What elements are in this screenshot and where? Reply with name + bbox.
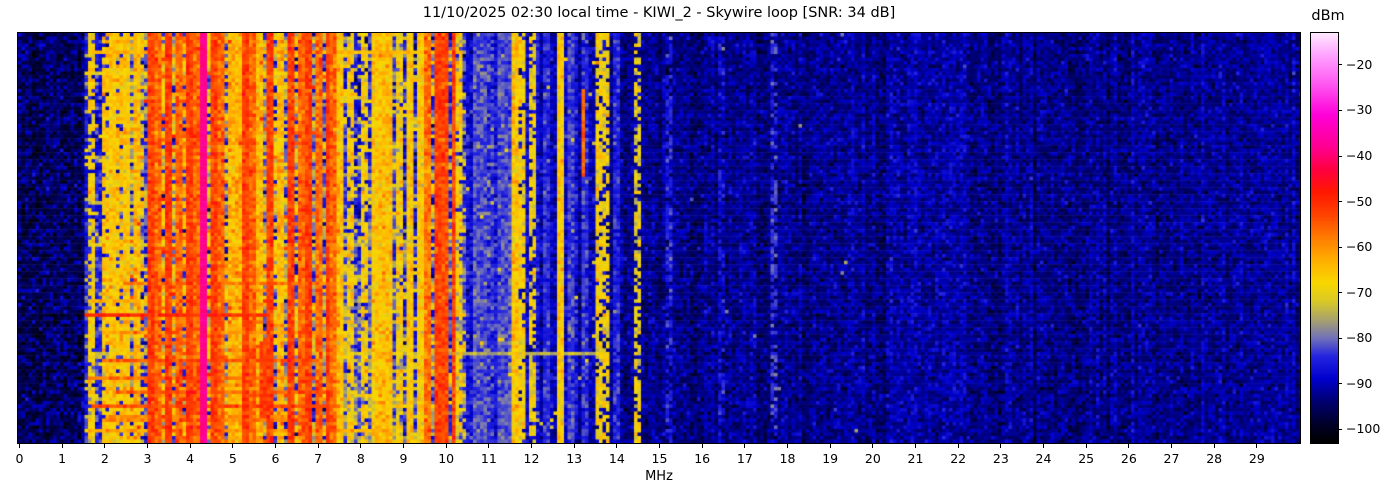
x-tick <box>275 444 276 448</box>
x-tick <box>189 444 191 448</box>
x-tick <box>104 444 106 448</box>
x-tick-label: 28 <box>1206 451 1223 466</box>
x-tick <box>61 444 63 448</box>
colorbar <box>1310 32 1339 444</box>
x-tick-label: 19 <box>822 451 839 466</box>
x-tick <box>1171 444 1172 448</box>
x-tick-label: 10 <box>438 451 455 466</box>
x-tick <box>659 444 660 448</box>
x-tick-label: 21 <box>907 451 924 466</box>
x-tick <box>317 444 319 448</box>
x-tick-label: 5 <box>228 451 237 466</box>
x-tick <box>531 444 532 448</box>
colorbar-tick <box>1338 64 1342 66</box>
colorbar-tick <box>1338 337 1342 339</box>
x-tick-label: 1 <box>58 451 67 466</box>
x-tick-label: 0 <box>15 451 24 466</box>
colorbar-tick-label: −90 <box>1346 375 1373 391</box>
x-tick <box>488 444 490 448</box>
x-tick <box>19 444 20 448</box>
colorbar-tick-label: −70 <box>1346 284 1373 300</box>
colorbar-tick <box>1338 109 1342 111</box>
x-tick-label: 20 <box>864 451 881 466</box>
x-tick-label: 25 <box>1078 451 1095 466</box>
colorbar-tick <box>1338 428 1342 430</box>
x-tick-label: 15 <box>651 451 668 466</box>
colorbar-canvas <box>1311 33 1338 443</box>
x-tick <box>915 444 916 448</box>
colorbar-tick-label: −50 <box>1346 193 1373 209</box>
x-axis-label: MHz <box>645 469 673 484</box>
x-tick <box>1213 444 1215 448</box>
x-tick <box>403 444 404 448</box>
colorbar-tick-label: −40 <box>1346 148 1373 164</box>
x-tick <box>573 444 575 448</box>
x-tick <box>872 444 874 448</box>
x-tick-label: 27 <box>1163 451 1180 466</box>
colorbar-tick-label: −60 <box>1346 239 1373 255</box>
x-tick <box>744 444 746 448</box>
x-tick-label: 24 <box>1035 451 1052 466</box>
x-tick-label: 16 <box>694 451 711 466</box>
x-tick <box>147 444 148 448</box>
x-tick-label: 11 <box>480 451 497 466</box>
x-tick <box>1085 444 1087 448</box>
colorbar-tick-label: −80 <box>1346 330 1373 346</box>
colorbar-tick-label: −100 <box>1346 421 1381 437</box>
x-tick-label: 12 <box>523 451 540 466</box>
x-tick-label: 29 <box>1248 451 1265 466</box>
chart-title: 11/10/2025 02:30 local time - KIWI_2 - S… <box>422 5 896 21</box>
x-tick-label: 23 <box>992 451 1009 466</box>
colorbar-tick-label: −20 <box>1346 57 1373 73</box>
x-tick <box>360 444 362 448</box>
x-tick <box>445 444 447 448</box>
x-tick <box>787 444 788 448</box>
x-tick <box>616 444 618 448</box>
x-tick <box>232 444 234 448</box>
x-tick <box>1000 444 1002 448</box>
x-tick-label: 6 <box>271 451 280 466</box>
waterfall-canvas <box>18 33 1300 443</box>
colorbar-tick <box>1338 201 1342 203</box>
x-tick <box>701 444 703 448</box>
x-tick <box>1128 444 1130 448</box>
x-tick-label: 13 <box>566 451 583 466</box>
x-tick-label: 17 <box>736 451 753 466</box>
x-tick <box>829 444 831 448</box>
spectrogram-plot <box>17 32 1301 444</box>
colorbar-tick <box>1338 383 1342 385</box>
x-tick-label: 9 <box>399 451 408 466</box>
x-tick-label: 3 <box>143 451 152 466</box>
x-tick-label: 7 <box>314 451 323 466</box>
x-tick-label: 18 <box>779 451 796 466</box>
colorbar-tick <box>1338 246 1342 248</box>
colorbar-tick <box>1338 292 1342 294</box>
colorbar-tick-label: −30 <box>1346 102 1373 118</box>
x-tick-label: 2 <box>100 451 109 466</box>
x-tick-label: 14 <box>608 451 625 466</box>
x-tick-label: 26 <box>1120 451 1137 466</box>
x-tick-label: 4 <box>186 451 195 466</box>
x-tick <box>957 444 959 448</box>
x-tick-label: 8 <box>356 451 365 466</box>
x-tick-label: 22 <box>950 451 967 466</box>
colorbar-label: dBm <box>1311 8 1345 24</box>
colorbar-tick <box>1338 155 1342 157</box>
x-tick <box>1043 444 1044 448</box>
x-tick <box>1256 444 1258 448</box>
